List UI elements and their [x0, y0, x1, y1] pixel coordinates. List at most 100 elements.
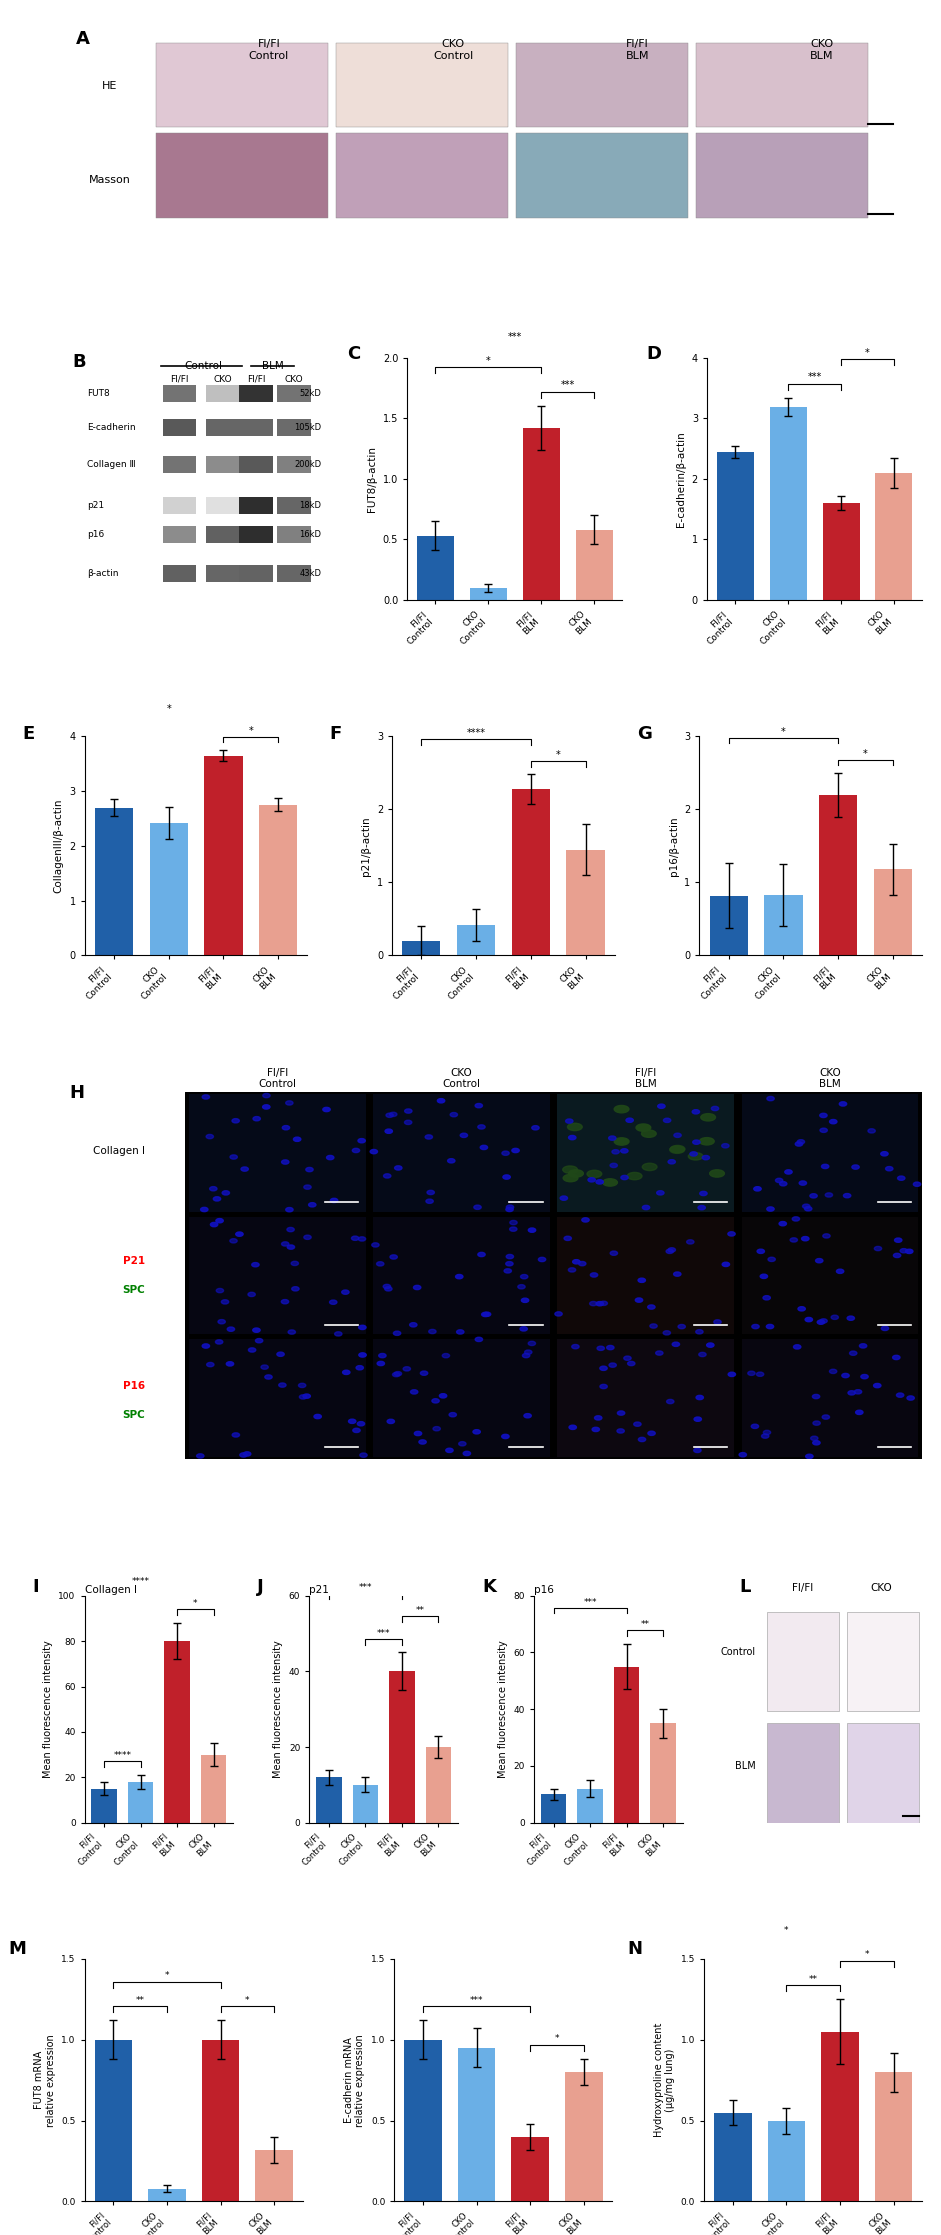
Ellipse shape	[694, 1448, 701, 1453]
Ellipse shape	[458, 1442, 466, 1446]
Ellipse shape	[868, 1129, 875, 1133]
Ellipse shape	[610, 1162, 617, 1167]
Text: CKO: CKO	[870, 1582, 892, 1594]
Ellipse shape	[218, 1319, 225, 1323]
Ellipse shape	[727, 1231, 735, 1236]
Ellipse shape	[252, 1263, 259, 1267]
Ellipse shape	[520, 1274, 528, 1278]
Bar	[189, 1339, 366, 1457]
Bar	[417, 536, 454, 601]
Text: Collagen I: Collagen I	[93, 1147, 145, 1155]
Text: Fl/Fl: Fl/Fl	[792, 1582, 814, 1594]
Ellipse shape	[579, 1261, 586, 1265]
Y-axis label: FUT8 mRNA
relative expression: FUT8 mRNA relative expression	[34, 2034, 56, 2125]
Ellipse shape	[512, 1149, 519, 1153]
Ellipse shape	[582, 1218, 589, 1223]
Ellipse shape	[206, 1135, 214, 1138]
Ellipse shape	[751, 1424, 758, 1428]
Bar	[425, 1748, 451, 1824]
Ellipse shape	[413, 1285, 421, 1290]
Ellipse shape	[520, 1328, 527, 1332]
Ellipse shape	[624, 1357, 631, 1361]
Text: HE: HE	[103, 80, 118, 92]
Text: *: *	[486, 355, 490, 367]
Text: *: *	[167, 704, 171, 713]
Ellipse shape	[700, 1191, 707, 1196]
Ellipse shape	[612, 1149, 619, 1153]
Ellipse shape	[241, 1167, 248, 1171]
Ellipse shape	[600, 1383, 607, 1388]
Ellipse shape	[450, 1113, 457, 1118]
Ellipse shape	[299, 1395, 307, 1399]
Bar	[201, 1754, 227, 1824]
Ellipse shape	[797, 1140, 805, 1144]
Bar	[565, 2072, 602, 2201]
Ellipse shape	[343, 1370, 350, 1375]
Ellipse shape	[385, 1287, 392, 1292]
Ellipse shape	[656, 1350, 663, 1354]
Ellipse shape	[528, 1341, 535, 1345]
Text: Fl/Fl
Control: Fl/Fl Control	[248, 40, 289, 60]
Ellipse shape	[642, 1131, 656, 1138]
Bar	[128, 1781, 153, 1824]
Bar	[874, 869, 912, 957]
Ellipse shape	[614, 1106, 629, 1113]
Bar	[278, 525, 311, 543]
Ellipse shape	[874, 1247, 882, 1252]
Text: ***: ***	[583, 1598, 597, 1607]
Bar	[821, 2032, 859, 2201]
Ellipse shape	[504, 1269, 512, 1274]
Ellipse shape	[358, 1421, 364, 1426]
Text: *: *	[245, 1996, 249, 2005]
Text: p16: p16	[88, 530, 104, 539]
Ellipse shape	[855, 1410, 863, 1415]
Bar	[206, 384, 239, 402]
Ellipse shape	[323, 1106, 330, 1111]
Ellipse shape	[621, 1176, 629, 1180]
Bar	[156, 134, 327, 217]
Ellipse shape	[757, 1372, 764, 1377]
Ellipse shape	[281, 1160, 289, 1164]
Ellipse shape	[384, 1173, 391, 1178]
Ellipse shape	[502, 1435, 509, 1439]
Bar	[405, 2041, 442, 2201]
Ellipse shape	[670, 1144, 685, 1153]
Bar	[204, 755, 243, 957]
Ellipse shape	[693, 1140, 700, 1144]
Ellipse shape	[446, 1448, 454, 1453]
Ellipse shape	[359, 1236, 366, 1240]
Bar	[822, 503, 859, 601]
Ellipse shape	[359, 1453, 367, 1457]
Ellipse shape	[614, 1138, 629, 1144]
Text: E-cadherin: E-cadherin	[88, 422, 136, 431]
Ellipse shape	[563, 1167, 578, 1173]
Bar	[336, 134, 507, 217]
Ellipse shape	[609, 1135, 616, 1140]
Ellipse shape	[506, 1207, 513, 1211]
Ellipse shape	[881, 1151, 888, 1155]
Text: CKO
BLM: CKO BLM	[810, 40, 834, 60]
Text: H: H	[70, 1084, 85, 1102]
Ellipse shape	[253, 1328, 260, 1332]
Ellipse shape	[590, 1301, 597, 1305]
Ellipse shape	[699, 1352, 706, 1357]
Ellipse shape	[599, 1366, 607, 1370]
Ellipse shape	[600, 1301, 608, 1305]
Text: *: *	[248, 726, 253, 735]
Ellipse shape	[409, 1323, 417, 1328]
Ellipse shape	[859, 1343, 867, 1348]
Bar	[696, 42, 868, 127]
Ellipse shape	[668, 1247, 676, 1252]
Bar	[742, 1216, 918, 1334]
Text: **: **	[136, 1996, 145, 2005]
Text: *: *	[863, 749, 868, 758]
Text: Fl/Fl: Fl/Fl	[247, 375, 265, 384]
Ellipse shape	[803, 1205, 810, 1209]
Ellipse shape	[628, 1361, 635, 1366]
Ellipse shape	[567, 1124, 582, 1131]
Ellipse shape	[387, 1419, 394, 1424]
Bar	[239, 420, 273, 436]
Ellipse shape	[473, 1430, 480, 1435]
Bar	[717, 451, 754, 601]
Ellipse shape	[847, 1316, 854, 1321]
